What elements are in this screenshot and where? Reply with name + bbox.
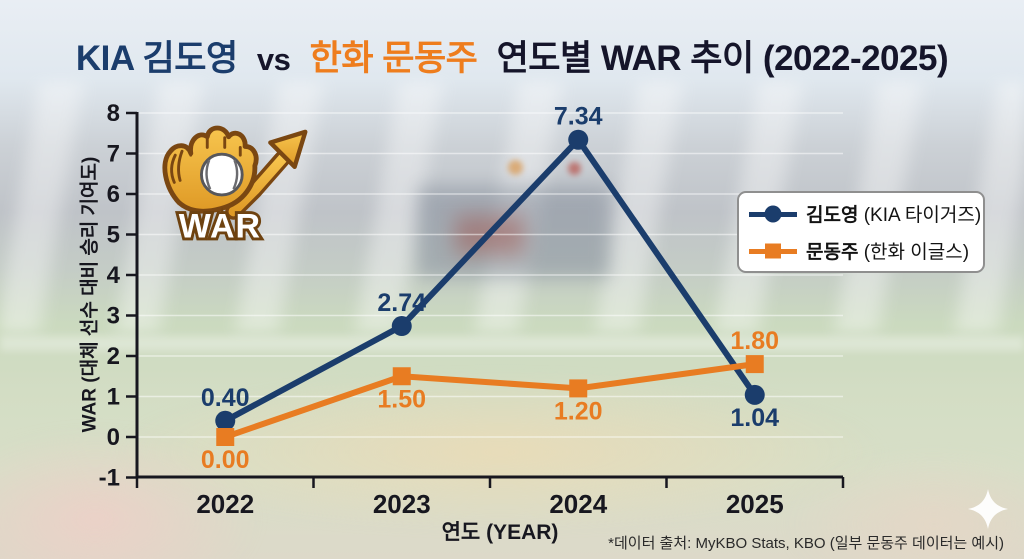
data-value-label: 7.34 bbox=[554, 103, 603, 131]
legend-line-square-marker-icon bbox=[749, 241, 797, 261]
y-tick-label: 5 bbox=[107, 222, 120, 249]
y-tick-label: 7 bbox=[107, 141, 120, 168]
data-value-label: 1.20 bbox=[554, 397, 603, 425]
y-axis-title: WAR (대체 선수 대비 승리 기여도) bbox=[79, 156, 101, 433]
baseball-icon bbox=[199, 152, 244, 197]
data-point bbox=[392, 367, 411, 386]
stadium-blur-dot bbox=[568, 162, 581, 175]
data-value-label: 1.80 bbox=[730, 327, 779, 355]
y-tick-label: 3 bbox=[107, 303, 120, 330]
legend-label: 김도영 (KIA 타이거즈) bbox=[806, 205, 982, 226]
x-tick-label: 2024 bbox=[549, 489, 607, 519]
stadium-videoboard bbox=[418, 186, 610, 278]
y-tick-label: 4 bbox=[107, 262, 121, 289]
x-tick-label: 2025 bbox=[726, 489, 784, 519]
data-point bbox=[216, 428, 235, 446]
legend-item-moon-dongju: 문동주 (한화 이글스) bbox=[749, 237, 973, 264]
stadium-blur-dot bbox=[508, 160, 523, 175]
series-line bbox=[222, 361, 758, 440]
y-tick-label: -1 bbox=[99, 465, 120, 492]
y-tick-label: 8 bbox=[107, 100, 120, 127]
title-versus: vs bbox=[256, 42, 291, 77]
legend-label: 문동주 (한화 이글스) bbox=[806, 242, 970, 263]
data-value-label: 0.40 bbox=[201, 384, 250, 412]
war-badge-label: WAR bbox=[179, 208, 261, 245]
page-title: KIA 김도영 vs 한화 문동주 연도별 WAR 추이 (2022-2025) bbox=[0, 30, 1024, 81]
data-value-label: 1.50 bbox=[377, 385, 426, 413]
data-point bbox=[568, 129, 589, 150]
y-tick-label: 6 bbox=[107, 181, 120, 208]
legend-item-kim-doyoung: 김도영 (KIA 타이거즈) bbox=[749, 200, 981, 227]
legend-line-circle-marker-icon bbox=[749, 204, 797, 224]
title-suffix: 연도별 WAR 추이 (2022-2025) bbox=[496, 39, 949, 78]
data-point bbox=[215, 410, 236, 431]
series-line bbox=[222, 136, 758, 424]
stadium-outfield-wall bbox=[0, 336, 1024, 351]
data-value-label: 2.74 bbox=[377, 289, 426, 317]
data-value-label: 1.04 bbox=[730, 404, 779, 432]
y-tick-label: 2 bbox=[107, 343, 120, 370]
title-player1: KIA 김도영 bbox=[75, 39, 238, 78]
sparkle-icon bbox=[968, 489, 1008, 529]
data-point bbox=[745, 355, 764, 374]
data-source-note: *데이터 출처: MyKBO Stats, KBO (일부 문동주 데이터는 예… bbox=[608, 535, 1004, 552]
y-tick-label: 1 bbox=[107, 384, 120, 411]
war-badge: WAR bbox=[150, 110, 315, 249]
x-axis-title: 연도 (YEAR) bbox=[441, 521, 559, 544]
chart-legend: 김도영 (KIA 타이거즈) 문동주 (한화 이글스) bbox=[737, 191, 985, 273]
title-player2: 한화 문동주 bbox=[309, 39, 478, 78]
y-tick-label: 0 bbox=[107, 424, 120, 451]
data-value-label: 0.00 bbox=[201, 446, 250, 474]
data-point bbox=[391, 316, 412, 337]
x-tick-label: 2023 bbox=[373, 489, 431, 519]
war-glove-icon: WAR bbox=[162, 125, 308, 249]
data-point bbox=[569, 379, 588, 398]
x-tick-label: 2022 bbox=[196, 489, 254, 519]
stadium-foul-ground-left bbox=[0, 429, 260, 559]
data-point bbox=[744, 384, 765, 405]
